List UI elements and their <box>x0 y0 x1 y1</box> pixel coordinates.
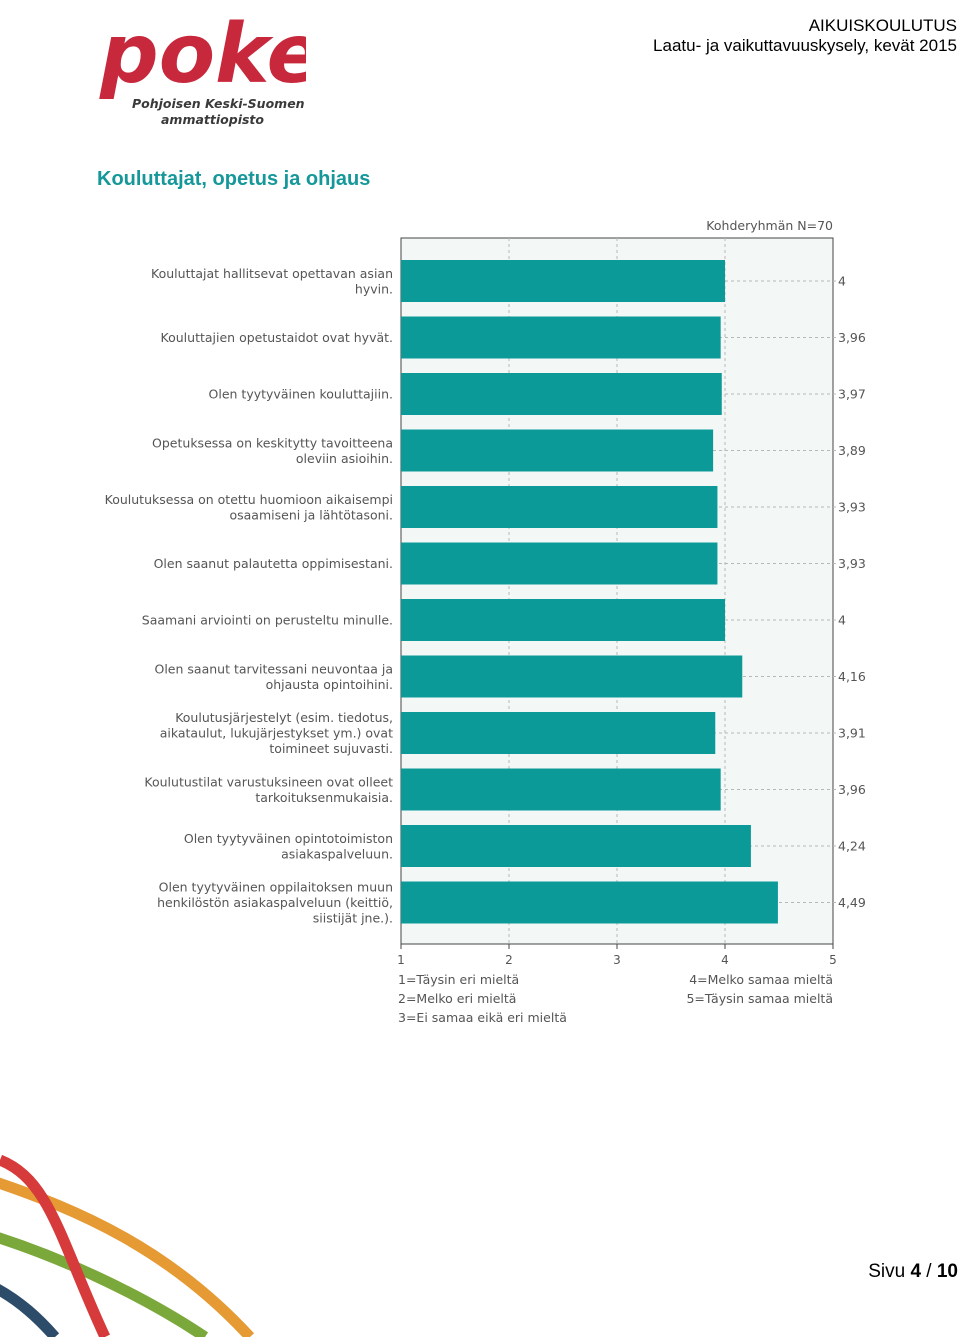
page-current: 4 <box>910 1261 922 1282</box>
bar-chart: 1 2 3 4 5 Kohderyhmän N=70 4 Kouluttajat hallit… <box>105 218 866 1025</box>
data-label: 3,93 <box>838 556 866 571</box>
x-tick-label: 4 <box>721 953 729 967</box>
category-label: Koulutuksessa on otettu huomioon aikaise… <box>105 492 393 507</box>
category-label: Koulutustilat varustuksineen ovat olleet <box>144 774 393 789</box>
category-label: siistijät jne.). <box>313 911 393 926</box>
category-label: Olen saanut palautetta oppimisestani. <box>154 556 393 571</box>
bar <box>401 486 718 528</box>
bar <box>401 655 743 698</box>
bar <box>401 373 722 415</box>
data-label: 3,91 <box>838 726 866 741</box>
data-label: 4,49 <box>838 895 866 910</box>
poke-logo: poke Pohjoisen Keski-Suomen ammattiopist… <box>96 4 306 134</box>
data-label: 4,16 <box>838 669 866 684</box>
category-label: Kouluttajat hallitsevat opettavan asian <box>151 266 393 281</box>
category-label: Olen tyytyväinen kouluttajiin. <box>209 387 393 402</box>
page-total: 10 <box>936 1261 958 1282</box>
x-tick-label: 2 <box>505 953 513 967</box>
logo-subtitle-line1: Pohjoisen Keski-Suomen <box>132 96 305 111</box>
scale-legend-item: 5=Täysin samaa mieltä <box>686 991 833 1006</box>
category-label: aikataulut, lukujärjestykset ym.) ovat <box>160 726 393 741</box>
scale-legend-item: 2=Melko eri mieltä <box>398 991 516 1006</box>
logo-subtitle-line2: ammattiopisto <box>161 112 264 127</box>
bar <box>401 768 721 811</box>
group-label: Kohderyhmän N=70 <box>706 218 833 233</box>
scale-legend-item: 4=Melko samaa mieltä <box>689 972 833 987</box>
category-label: asiakaspalveluun. <box>281 846 393 861</box>
bar <box>401 429 714 472</box>
swoosh-orange <box>0 1177 255 1337</box>
category-label: tarkoituksenmukaisia. <box>255 790 393 805</box>
category-label: osaamiseni ja lähtötasoni. <box>229 507 393 522</box>
bar <box>401 542 718 585</box>
data-label: 4,24 <box>838 839 866 854</box>
x-tick-label: 5 <box>829 953 837 967</box>
data-label: 3,97 <box>838 387 866 402</box>
header-subtitle: Laatu- ja vaikuttavuuskysely, kevät 2015 <box>653 36 957 55</box>
data-label: 3,93 <box>838 500 866 515</box>
category-label: Opetuksessa on keskitytty tavoitteena <box>152 435 393 450</box>
header-title: AIKUISKOULUTUS <box>808 16 957 35</box>
scale-legend-item: 1=Täysin eri mieltä <box>398 972 519 987</box>
category-label: henkilöstön asiakaspalveluun (keittiö, <box>157 895 393 910</box>
category-label: hyvin. <box>355 281 393 296</box>
poke-logo-wordmark: poke <box>99 7 306 99</box>
x-tick-label: 3 <box>613 953 621 967</box>
category-label: Olen tyytyväinen oppilaitoksen muun <box>159 880 393 895</box>
category-label: Olen saanut tarvitessani neuvontaa ja <box>155 661 394 676</box>
scale-legend-item: 3=Ei samaa eikä eri mieltä <box>398 1010 567 1025</box>
swoosh-blue <box>0 1284 60 1337</box>
category-label: Saamani arviointi on perusteltu minulle. <box>142 613 393 628</box>
page-number: Sivu 4 / 10 <box>868 1261 958 1283</box>
document-header: AIKUISKOULUTUS Laatu- ja vaikuttavuuskys… <box>653 16 957 56</box>
category-label: Kouluttajien opetustaidot ovat hyvät. <box>161 330 393 345</box>
section-title: Kouluttajat, opetus ja ohjaus <box>97 168 371 190</box>
category-label: Olen tyytyväinen opintotoimiston <box>184 831 393 846</box>
page-separator: / <box>921 1261 937 1282</box>
swoosh-green <box>0 1232 209 1337</box>
x-tick-label: 1 <box>397 953 405 967</box>
bar <box>401 599 725 641</box>
category-label: toimineet sujuvasti. <box>269 741 393 756</box>
bar <box>401 712 716 754</box>
decorative-swoosh <box>0 1154 255 1337</box>
page-prefix: Sivu <box>868 1261 911 1282</box>
data-label: 3,89 <box>838 443 866 458</box>
swoosh-red <box>0 1154 110 1337</box>
bar <box>401 316 721 359</box>
data-label: 4 <box>838 274 846 289</box>
bar <box>401 881 778 924</box>
bar <box>401 825 751 867</box>
category-label: ohjausta opintoihini. <box>266 677 393 692</box>
category-label: Koulutusjärjestelyt (esim. tiedotus, <box>175 710 393 725</box>
category-label: oleviin asioihin. <box>296 451 393 466</box>
data-label: 3,96 <box>838 782 866 797</box>
bar <box>401 260 725 302</box>
data-label: 4 <box>838 613 846 628</box>
data-label: 3,96 <box>838 330 866 345</box>
logo-word: poke <box>99 7 306 99</box>
